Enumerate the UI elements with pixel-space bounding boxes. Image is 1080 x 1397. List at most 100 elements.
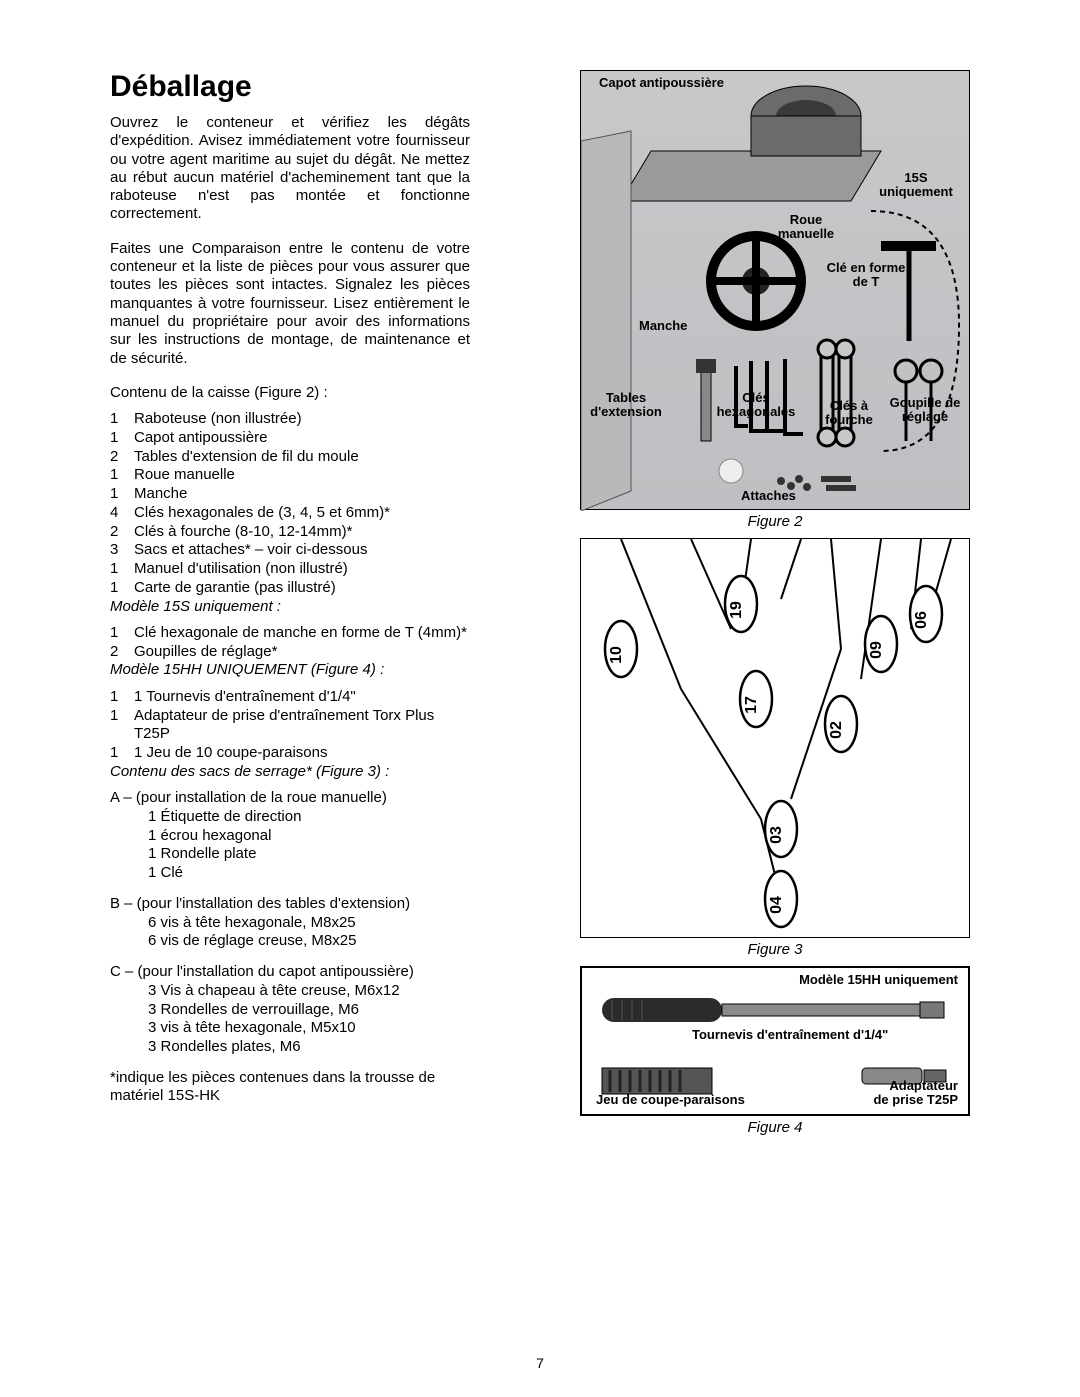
parts-desc: Tables d'extension de fil du moule <box>134 448 470 467</box>
parts-desc: Clés hexagonales de (3, 4, 5 et 6mm)* <box>134 504 470 523</box>
f4-label-model: Modèle 15HH uniquement <box>799 973 958 988</box>
parts-qty: 1 <box>110 688 134 707</box>
figure-2-caption: Figure 2 <box>580 513 970 530</box>
page-number: 7 <box>0 1355 1080 1371</box>
figure-3-caption: Figure 3 <box>580 941 970 958</box>
parts-row: 1Adaptateur de prise d'entraînement Torx… <box>110 707 470 745</box>
f3-num: 19 <box>728 601 745 619</box>
parts-row: 1Manuel d'utilisation (non illustré) <box>110 560 470 579</box>
parts-row: 2Clés à fourche (8-10, 12-14mm)* <box>110 523 470 542</box>
bag-sub-item: 3 Rondelles de verrouillage, M6 <box>110 1001 470 1020</box>
intro-paragraph-2: Faites une Comparaison entre le contenu … <box>110 240 470 368</box>
bag-sub-item: 3 Vis à chapeau à tête creuse, M6x12 <box>110 982 470 1001</box>
parts-desc: Adaptateur de prise d'entraînement Torx … <box>134 707 470 745</box>
bag-c-title: C – (pour l'installation du capot antipo… <box>110 963 470 982</box>
parts-row: 11 Tournevis d'entraînement d'1/4" <box>110 688 470 707</box>
bag-a-block: A – (pour installation de la roue manuel… <box>110 789 470 883</box>
parts-row: 1Roue manuelle <box>110 466 470 485</box>
bag-sub-item: 1 Étiquette de direction <box>110 808 470 827</box>
parts-qty: 2 <box>110 523 134 542</box>
parts-row: 2Tables d'extension de fil du moule <box>110 448 470 467</box>
parts-qty: 1 <box>110 579 134 598</box>
parts-desc: Sacs et attaches* – voir ci-dessous <box>134 541 470 560</box>
figure-4: Modèle 15HH uniquement Tournevis d'entra… <box>580 966 970 1116</box>
bag-b-title: B – (pour l'installation des tables d'ex… <box>110 895 470 914</box>
model-15hh-list: 11 Tournevis d'entraînement d'1/4"1Adapt… <box>110 688 470 763</box>
parts-desc: Carte de garantie (pas illustré) <box>134 579 470 598</box>
parts-row: 4Clés hexagonales de (3, 4, 5 et 6mm)* <box>110 504 470 523</box>
parts-desc: Capot antipoussière <box>134 429 470 448</box>
parts-row: 1Raboteuse (non illustrée) <box>110 410 470 429</box>
figure-4-caption: Figure 4 <box>580 1119 970 1136</box>
figure-3-drawing: 10 19 17 03 04 02 09 06 <box>581 539 971 939</box>
parts-qty: 1 <box>110 624 134 643</box>
f3-num: 03 <box>768 826 785 844</box>
f2-label-cleT: Clé en forme de T <box>826 261 906 290</box>
parts-desc: 1 Tournevis d'entraînement d'1/4" <box>134 688 470 707</box>
model-15s-list: 1Clé hexagonale de manche en forme de T … <box>110 624 470 662</box>
bag-a-title: A – (pour installation de la roue manuel… <box>110 789 470 808</box>
f3-num: 17 <box>743 696 760 714</box>
figure-2: Capot antipoussière 15S uniquement Roue … <box>580 70 970 510</box>
f2-label-manche: Manche <box>639 319 687 333</box>
f4-label-jeu: Jeu de coupe-paraisons <box>596 1093 745 1108</box>
parts-qty: 3 <box>110 541 134 560</box>
bag-sub-item: 6 vis à tête hexagonale, M8x25 <box>110 914 470 933</box>
bag-c-block: C – (pour l'installation du capot antipo… <box>110 963 470 1057</box>
parts-qty: 1 <box>110 410 134 429</box>
parts-desc: Clés à fourche (8-10, 12-14mm)* <box>134 523 470 542</box>
parts-desc: Raboteuse (non illustrée) <box>134 410 470 429</box>
bag-sub-item: 3 vis à tête hexagonale, M5x10 <box>110 1019 470 1038</box>
bags-heading: Contenu des sacs de serrage* (Figure 3) … <box>110 763 470 781</box>
page-title: Déballage <box>110 70 470 104</box>
parts-row: 3Sacs et attaches* – voir ci-dessous <box>110 541 470 560</box>
parts-qty: 4 <box>110 504 134 523</box>
model-15s-heading: Modèle 15S uniquement : <box>110 598 470 616</box>
f2-label-15s: 15S uniquement <box>871 171 961 200</box>
intro-paragraph-1: Ouvrez le conteneur et vérifiez les dégâ… <box>110 114 470 224</box>
f3-num: 04 <box>768 896 785 914</box>
f2-label-attaches: Attaches <box>741 489 796 503</box>
parts-desc: Clé hexagonale de manche en forme de T (… <box>134 624 470 643</box>
f2-label-goupille: Goupille de réglage <box>887 396 963 425</box>
bag-sub-item: 6 vis de réglage creuse, M8x25 <box>110 932 470 951</box>
f2-label-capot: Capot antipoussière <box>599 76 724 90</box>
parts-qty: 1 <box>110 485 134 504</box>
parts-desc: Roue manuelle <box>134 466 470 485</box>
parts-qty: 2 <box>110 643 134 662</box>
footnote: *indique les pièces contenues dans la tr… <box>110 1069 470 1106</box>
f2-label-roue: Roue manuelle <box>771 213 841 242</box>
bag-b-block: B – (pour l'installation des tables d'ex… <box>110 895 470 951</box>
f4-label-tournevis: Tournevis d'entraînement d'1/4" <box>692 1028 888 1043</box>
parts-row: 1Capot antipoussière <box>110 429 470 448</box>
left-column: Déballage Ouvrez le conteneur et vérifie… <box>110 70 470 1113</box>
parts-qty: 1 <box>110 466 134 485</box>
model-15hh-heading: Modèle 15HH UNIQUEMENT (Figure 4) : <box>110 661 470 679</box>
parts-row: 1Manche <box>110 485 470 504</box>
right-column: Capot antipoussière 15S uniquement Roue … <box>580 70 970 1139</box>
bag-sub-item: 1 Rondelle plate <box>110 845 470 864</box>
parts-row: 1Clé hexagonale de manche en forme de T … <box>110 624 470 643</box>
bag-sub-item: 1 écrou hexagonal <box>110 827 470 846</box>
f3-num: 09 <box>868 641 885 659</box>
f3-num: 02 <box>828 721 845 739</box>
parts-desc: Manuel d'utilisation (non illustré) <box>134 560 470 579</box>
parts-row: 2Goupilles de réglage* <box>110 643 470 662</box>
f2-label-clesFourche: Clés à fourche <box>819 399 879 428</box>
parts-qty: 1 <box>110 707 134 745</box>
f3-num: 10 <box>608 646 625 664</box>
parts-desc: 1 Jeu de 10 coupe-paraisons <box>134 744 470 763</box>
f4-label-adapt2: de prise T25P <box>873 1093 958 1108</box>
contents-list: 1Raboteuse (non illustrée)1Capot antipou… <box>110 410 470 598</box>
parts-desc: Goupilles de réglage* <box>134 643 470 662</box>
figure-2-drawing <box>581 71 971 511</box>
bag-sub-item: 3 Rondelles plates, M6 <box>110 1038 470 1057</box>
parts-qty: 1 <box>110 429 134 448</box>
parts-row: 11 Jeu de 10 coupe-paraisons <box>110 744 470 763</box>
f2-label-clesHex: Clés hexagonales <box>711 391 801 420</box>
f3-num: 06 <box>913 611 930 629</box>
parts-row: 1Carte de garantie (pas illustré) <box>110 579 470 598</box>
parts-desc: Manche <box>134 485 470 504</box>
parts-qty: 1 <box>110 560 134 579</box>
contents-heading: Contenu de la caisse (Figure 2) : <box>110 384 470 402</box>
